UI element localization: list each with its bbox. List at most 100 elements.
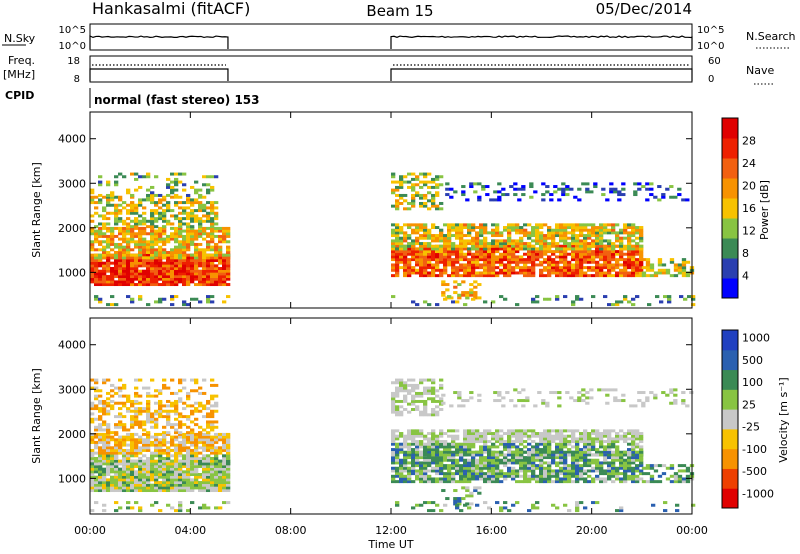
range-cell bbox=[607, 231, 612, 235]
range-cell bbox=[603, 226, 608, 230]
range-cell bbox=[607, 250, 612, 254]
range-cell bbox=[631, 252, 636, 256]
range-cell bbox=[583, 480, 588, 484]
range-cell bbox=[415, 394, 420, 398]
range-cell bbox=[158, 509, 163, 513]
range-cell bbox=[423, 183, 428, 187]
range-cell bbox=[146, 232, 151, 236]
range-cell bbox=[419, 258, 424, 262]
range-cell bbox=[415, 177, 420, 181]
range-cell bbox=[467, 271, 472, 275]
range-cell bbox=[399, 413, 404, 417]
range-cell bbox=[178, 435, 183, 439]
range-cell bbox=[545, 404, 550, 408]
range-cell bbox=[158, 250, 163, 254]
range-cell bbox=[471, 456, 476, 460]
range-cell bbox=[571, 242, 576, 246]
range-cell bbox=[599, 234, 604, 238]
range-cell bbox=[487, 474, 492, 478]
range-cell bbox=[154, 462, 159, 466]
range-cell bbox=[90, 259, 95, 262]
range-cell bbox=[190, 264, 195, 268]
range-cell bbox=[479, 247, 484, 251]
range-cell bbox=[531, 434, 536, 438]
range-cell bbox=[154, 454, 159, 458]
range-cell bbox=[567, 252, 572, 256]
range-cell bbox=[391, 266, 396, 270]
range-cell bbox=[106, 454, 111, 458]
range-cell bbox=[395, 231, 400, 235]
range-cell bbox=[210, 440, 215, 444]
nsky-bottom-tick: 10^0 bbox=[59, 41, 86, 52]
range-cell bbox=[186, 446, 191, 450]
range-cell bbox=[595, 464, 600, 468]
range-cell bbox=[431, 407, 436, 411]
range-cell bbox=[423, 466, 428, 470]
range-cell bbox=[415, 474, 420, 478]
range-cell bbox=[182, 280, 187, 284]
range-cell bbox=[403, 461, 408, 465]
range-cell bbox=[94, 483, 99, 487]
range-cell bbox=[515, 244, 520, 248]
range-cell bbox=[503, 247, 508, 251]
range-cell bbox=[471, 252, 476, 256]
range-cell bbox=[411, 448, 416, 452]
range-cell bbox=[677, 480, 683, 484]
range-cell bbox=[226, 465, 231, 468]
range-cell bbox=[483, 448, 488, 452]
range-cell bbox=[551, 271, 556, 275]
range-cell bbox=[615, 244, 620, 248]
range-cell bbox=[631, 228, 636, 232]
range-cell bbox=[539, 472, 544, 476]
range-cell bbox=[106, 245, 111, 249]
range-cell bbox=[503, 263, 508, 267]
range-cell bbox=[222, 465, 227, 468]
range-cell bbox=[226, 275, 231, 279]
range-cell bbox=[511, 242, 516, 246]
range-cell bbox=[130, 193, 135, 197]
range-cell bbox=[138, 448, 143, 452]
range-cell bbox=[186, 261, 191, 265]
range-cell bbox=[411, 255, 416, 259]
range-cell bbox=[499, 461, 504, 465]
range-cell bbox=[473, 296, 478, 300]
range-cell bbox=[395, 407, 400, 411]
range-cell bbox=[423, 266, 428, 270]
range-cell bbox=[174, 465, 179, 468]
range-cell bbox=[583, 442, 588, 446]
range-cell bbox=[457, 391, 462, 395]
range-cell bbox=[182, 240, 187, 244]
range-cell bbox=[595, 271, 600, 275]
range-cell bbox=[495, 247, 500, 251]
range-cell bbox=[415, 231, 420, 235]
range-cell bbox=[479, 255, 484, 259]
range-cell bbox=[395, 185, 400, 189]
range-cell bbox=[443, 266, 448, 270]
range-cell bbox=[170, 448, 175, 452]
range-cell bbox=[118, 423, 123, 427]
range-cell bbox=[391, 474, 396, 478]
range-cell bbox=[399, 445, 404, 449]
range-cell bbox=[194, 209, 199, 213]
range-cell bbox=[130, 297, 135, 301]
range-cell bbox=[226, 473, 231, 476]
range-cell bbox=[106, 267, 111, 270]
range-cell bbox=[134, 394, 139, 398]
range-cell bbox=[567, 442, 572, 446]
range-cell bbox=[218, 486, 223, 490]
range-cell bbox=[114, 454, 119, 458]
range-cell bbox=[427, 274, 432, 278]
range-cell bbox=[599, 432, 604, 436]
range-cell bbox=[186, 234, 191, 238]
range-cell bbox=[563, 236, 568, 240]
range-cell bbox=[479, 464, 484, 468]
range-cell bbox=[487, 469, 492, 473]
range-cell bbox=[411, 402, 416, 406]
range-cell bbox=[415, 193, 420, 197]
range-cell bbox=[122, 269, 127, 273]
range-cell bbox=[447, 223, 452, 227]
range-cell bbox=[130, 211, 135, 215]
range-cell bbox=[495, 464, 500, 468]
range-cell bbox=[98, 432, 103, 436]
range-cell bbox=[641, 271, 647, 275]
